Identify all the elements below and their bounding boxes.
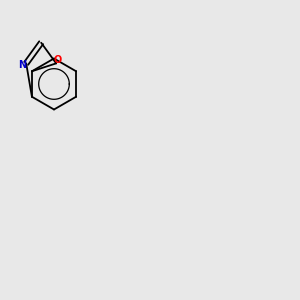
Text: N: N	[18, 60, 26, 70]
Text: O: O	[53, 55, 62, 65]
